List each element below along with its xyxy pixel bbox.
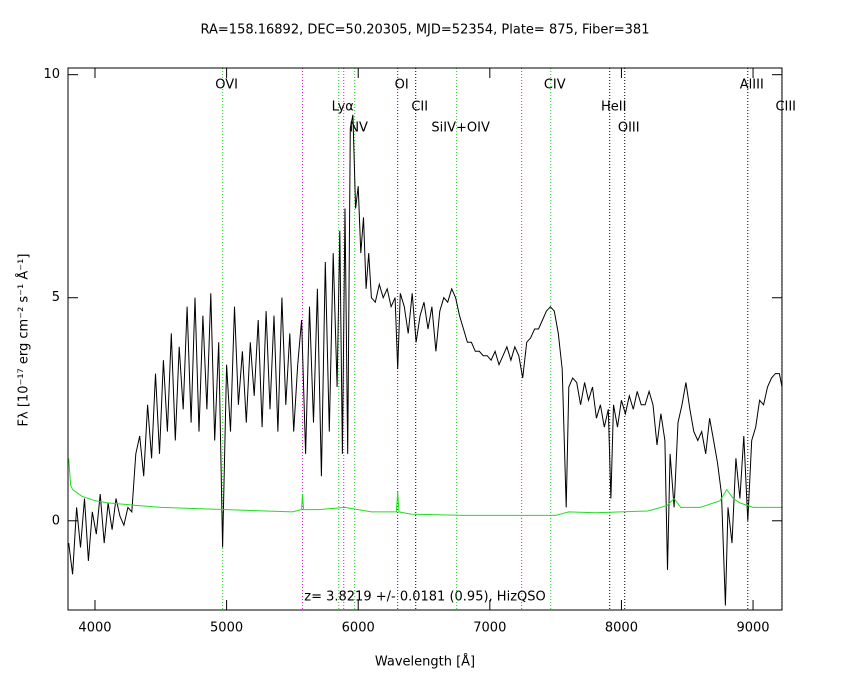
spectrum-line xyxy=(68,458,782,516)
x-tick-label: 4000 xyxy=(78,621,111,636)
plot-frame xyxy=(67,67,783,611)
x-tick-label: 7000 xyxy=(473,621,506,636)
feature-label: OVI xyxy=(215,78,238,93)
x-tick-label: 9000 xyxy=(736,621,769,636)
feature-label: CIV xyxy=(544,78,566,93)
feature-label: Lyα xyxy=(332,100,354,115)
feature-label: NV xyxy=(349,121,368,136)
feature-label: OI xyxy=(395,78,409,93)
feature-label: CII xyxy=(411,100,428,115)
feature-label: AlIII xyxy=(740,78,764,93)
feature-label: CIII xyxy=(775,100,796,115)
annotation: z= 3.8219 +/- 0.0181 (0.95), HizQSO xyxy=(304,590,545,605)
y-tick-label: 5 xyxy=(52,290,60,305)
x-tick-label: 8000 xyxy=(605,621,638,636)
chart-title: RA=158.16892, DEC=50.20305, MJD=52354, P… xyxy=(201,23,650,38)
x-axis-label: Wavelength [Å] xyxy=(375,654,475,670)
y-tick-label: 10 xyxy=(43,67,60,82)
x-tick-label: 6000 xyxy=(342,621,375,636)
y-axis-label: Fλ [10⁻¹⁷ erg cm⁻² s⁻¹ Å⁻¹] xyxy=(16,254,32,427)
y-tick-label: 0 xyxy=(52,513,60,528)
x-tick-label: 5000 xyxy=(210,621,243,636)
feature-label: OIII xyxy=(618,121,640,136)
spectrum-line xyxy=(68,114,782,606)
feature-label: HeII xyxy=(601,100,626,115)
feature-label: SiIV+OIV xyxy=(431,121,490,136)
